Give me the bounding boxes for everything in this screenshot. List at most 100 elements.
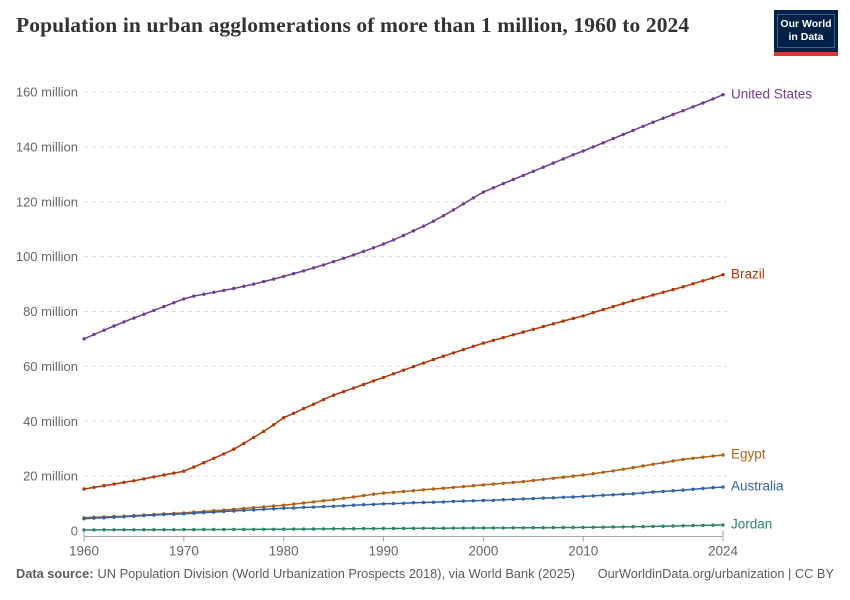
series-point-united-states	[192, 294, 196, 298]
series-point-australia	[441, 500, 446, 504]
chart-footer: Data source: UN Population Division (Worl…	[16, 566, 834, 581]
series-point-united-states	[222, 288, 226, 293]
series-point-united-states	[611, 136, 615, 141]
series-point-australia	[451, 499, 456, 504]
series-point-jordan	[272, 527, 276, 531]
series-point-australia	[152, 513, 156, 517]
series-point-jordan	[521, 526, 525, 530]
license-link[interactable]: OurWorldinData.org/urbanization | CC BY	[597, 566, 834, 581]
series-point-united-states	[341, 256, 346, 260]
series-label-australia[interactable]: Australia	[731, 479, 784, 494]
series-point-jordan	[361, 526, 366, 531]
series-point-jordan	[641, 524, 645, 529]
x-axis-tick-label: 1960	[69, 544, 99, 559]
series-point-brazil	[701, 279, 705, 283]
series-label-united-states[interactable]: United States	[731, 86, 812, 101]
series-point-united-states	[321, 263, 326, 267]
series-point-brazil	[401, 368, 406, 372]
series-point-jordan	[321, 527, 326, 531]
series-point-australia	[561, 495, 565, 499]
series-point-brazil	[711, 276, 715, 280]
series-point-united-states	[661, 116, 665, 121]
series-point-brazil	[132, 479, 136, 483]
series-point-egypt	[711, 454, 715, 458]
series-label-jordan[interactable]: Jordan	[731, 517, 772, 532]
series-point-brazil	[431, 357, 436, 362]
series-point-jordan	[491, 526, 496, 530]
series-point-brazil	[691, 282, 695, 286]
series-point-united-states	[252, 282, 256, 286]
series-point-united-states	[601, 141, 605, 145]
series-point-australia	[581, 494, 585, 499]
series-point-brazil	[112, 482, 116, 486]
series-point-jordan	[311, 527, 316, 531]
series-point-egypt	[331, 498, 336, 502]
series-point-jordan	[591, 525, 595, 529]
series-point-australia	[381, 502, 386, 506]
series-point-jordan	[341, 527, 346, 531]
series-point-egypt	[601, 470, 605, 474]
series-point-united-states	[182, 297, 186, 301]
y-axis-tick-label: 0	[71, 524, 78, 539]
series-point-brazil	[202, 461, 206, 465]
series-point-jordan	[531, 526, 535, 530]
series-point-brazil	[292, 411, 296, 415]
series-point-egypt	[611, 469, 615, 473]
series-point-egypt	[371, 492, 376, 496]
series-point-egypt	[391, 490, 396, 494]
line-chart-canvas[interactable]: 0 20 million 40 million 60 million 80 millio…	[0, 0, 850, 562]
series-point-australia	[681, 488, 685, 492]
series-line-brazil[interactable]	[83, 273, 724, 490]
series-point-united-states	[691, 105, 695, 109]
series-point-australia	[671, 489, 675, 493]
series-line-egypt[interactable]	[83, 454, 724, 519]
series-point-united-states	[172, 301, 176, 305]
series-point-australia	[122, 515, 126, 519]
series-point-jordan	[471, 526, 476, 530]
series-point-australia	[331, 504, 336, 508]
series-point-egypt	[521, 479, 525, 484]
series-point-jordan	[371, 526, 376, 531]
series-point-united-states	[82, 337, 86, 341]
series-point-brazil	[521, 330, 525, 334]
series-point-egypt	[651, 462, 655, 466]
series-point-united-states	[202, 292, 206, 296]
series-label-brazil[interactable]: Brazil	[731, 266, 765, 281]
series-point-united-states	[262, 279, 266, 284]
series-point-brazil	[361, 382, 366, 387]
series-point-united-states	[212, 290, 216, 294]
series-point-egypt	[591, 472, 595, 476]
series-point-egypt	[411, 489, 416, 493]
series-point-australia	[142, 513, 146, 518]
data-source-text: UN Population Division (World Urbanizati…	[97, 566, 576, 581]
series-point-united-states	[242, 284, 246, 288]
series-point-united-states	[541, 165, 545, 169]
series-point-brazil	[341, 389, 346, 394]
series-label-egypt[interactable]: Egypt	[731, 447, 766, 462]
y-axis-tick-label: 60 million	[23, 359, 78, 374]
series-point-united-states	[162, 304, 166, 309]
series-point-australia	[521, 497, 525, 501]
series-point-brazil	[621, 301, 625, 306]
series-point-brazil	[162, 473, 166, 477]
owid-logo[interactable]: Our World in Data	[774, 10, 838, 56]
series-point-australia	[491, 498, 496, 502]
series-point-australia	[212, 510, 216, 514]
series-point-brazil	[681, 285, 685, 289]
series-point-jordan	[501, 526, 505, 530]
series-point-australia	[302, 505, 306, 510]
series-point-jordan	[222, 527, 226, 532]
series-point-brazil	[172, 471, 176, 475]
series-point-brazil	[421, 361, 426, 365]
series-point-australia	[461, 499, 466, 503]
series-point-united-states	[511, 177, 515, 182]
series-point-egypt	[451, 485, 456, 490]
series-point-jordan	[571, 525, 575, 530]
series-point-australia	[192, 511, 196, 515]
series-point-australia	[691, 487, 695, 491]
series-point-australia	[431, 500, 436, 504]
series-point-jordan	[212, 527, 216, 532]
series-point-brazil	[571, 316, 575, 321]
series-point-egypt	[671, 459, 675, 463]
y-axis-tick-label: 100 million	[16, 249, 78, 264]
